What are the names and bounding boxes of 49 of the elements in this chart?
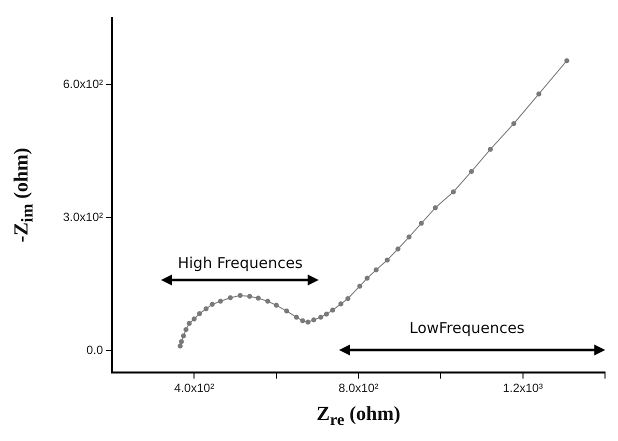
x-tick-label: 4.0x10² [174,381,214,396]
point [197,311,202,316]
point [311,317,316,322]
point [183,327,188,332]
point [218,298,223,304]
point [178,344,183,349]
y-tick-label: 6.0x10² [62,76,104,91]
point [395,246,400,252]
annotation: LowFrequences [409,319,525,338]
point [536,91,542,96]
point [265,298,270,304]
point [300,318,306,324]
point [186,320,192,326]
point [384,258,390,263]
point [305,320,310,325]
point [357,284,362,289]
point [511,121,516,126]
point [210,302,215,307]
x-tick-label: 1.2x10³ [502,381,543,396]
point [256,296,261,301]
point [468,168,474,174]
point [330,308,336,313]
point [294,314,299,320]
point [338,301,344,306]
point [318,314,324,320]
point [238,293,243,298]
x-tick-label: 8.0x10² [338,381,379,396]
point [450,189,456,194]
point [204,306,209,312]
point [178,339,184,344]
x-axis-title: Z$_{re}$ (ohm) [316,403,400,430]
point [432,205,438,210]
point [284,308,290,314]
y-tick-label: 0.0 [86,342,104,357]
point [181,333,186,338]
point [406,234,412,240]
point [564,58,570,64]
point [324,312,329,317]
point [374,267,379,272]
point [228,295,233,300]
point [488,146,493,152]
y-tick-label: 3.0x10² [62,210,104,224]
annotation: High Frequences [178,254,303,272]
point [192,316,197,322]
point [247,294,252,299]
point [345,296,350,302]
point [418,220,424,226]
point [364,276,370,281]
point [274,302,279,308]
